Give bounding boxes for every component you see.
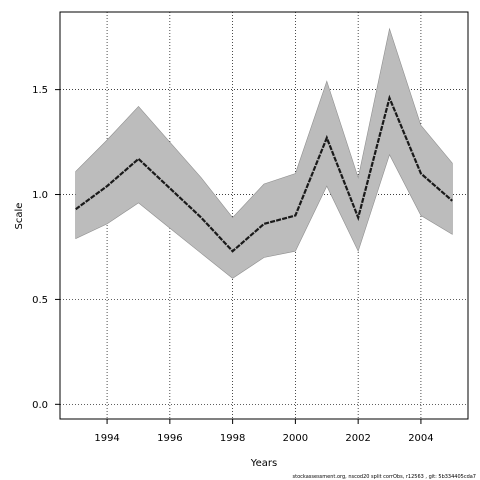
y-axis-ticks: 0.0 0.5 1.0 1.5 xyxy=(32,85,60,411)
confidence-band xyxy=(75,27,453,279)
y-tick-label-2: 1.0 xyxy=(32,190,48,201)
x-tick-label-0: 1994 xyxy=(94,433,119,444)
footnote: stockassessment.org, nscod20 split corrO… xyxy=(293,474,476,480)
y-axis-title: Scale xyxy=(14,203,25,230)
y-tick-label-1: 0.5 xyxy=(32,295,48,306)
x-axis-ticks: 1994 1996 1998 2000 2002 2004 xyxy=(94,419,434,444)
x-axis-title: Years xyxy=(250,458,277,469)
plot-frame xyxy=(59,11,469,420)
y-tick-label-3: 1.5 xyxy=(32,85,48,96)
y-tick-label-0: 0.0 xyxy=(32,400,48,411)
x-tick-label-3: 2000 xyxy=(283,433,308,444)
x-tick-label-4: 2002 xyxy=(345,433,370,444)
x-tick-label-5: 2004 xyxy=(408,433,433,444)
x-tick-label-2: 1998 xyxy=(220,433,245,444)
x-tick-label-1: 1996 xyxy=(157,433,182,444)
series-line xyxy=(75,94,454,253)
